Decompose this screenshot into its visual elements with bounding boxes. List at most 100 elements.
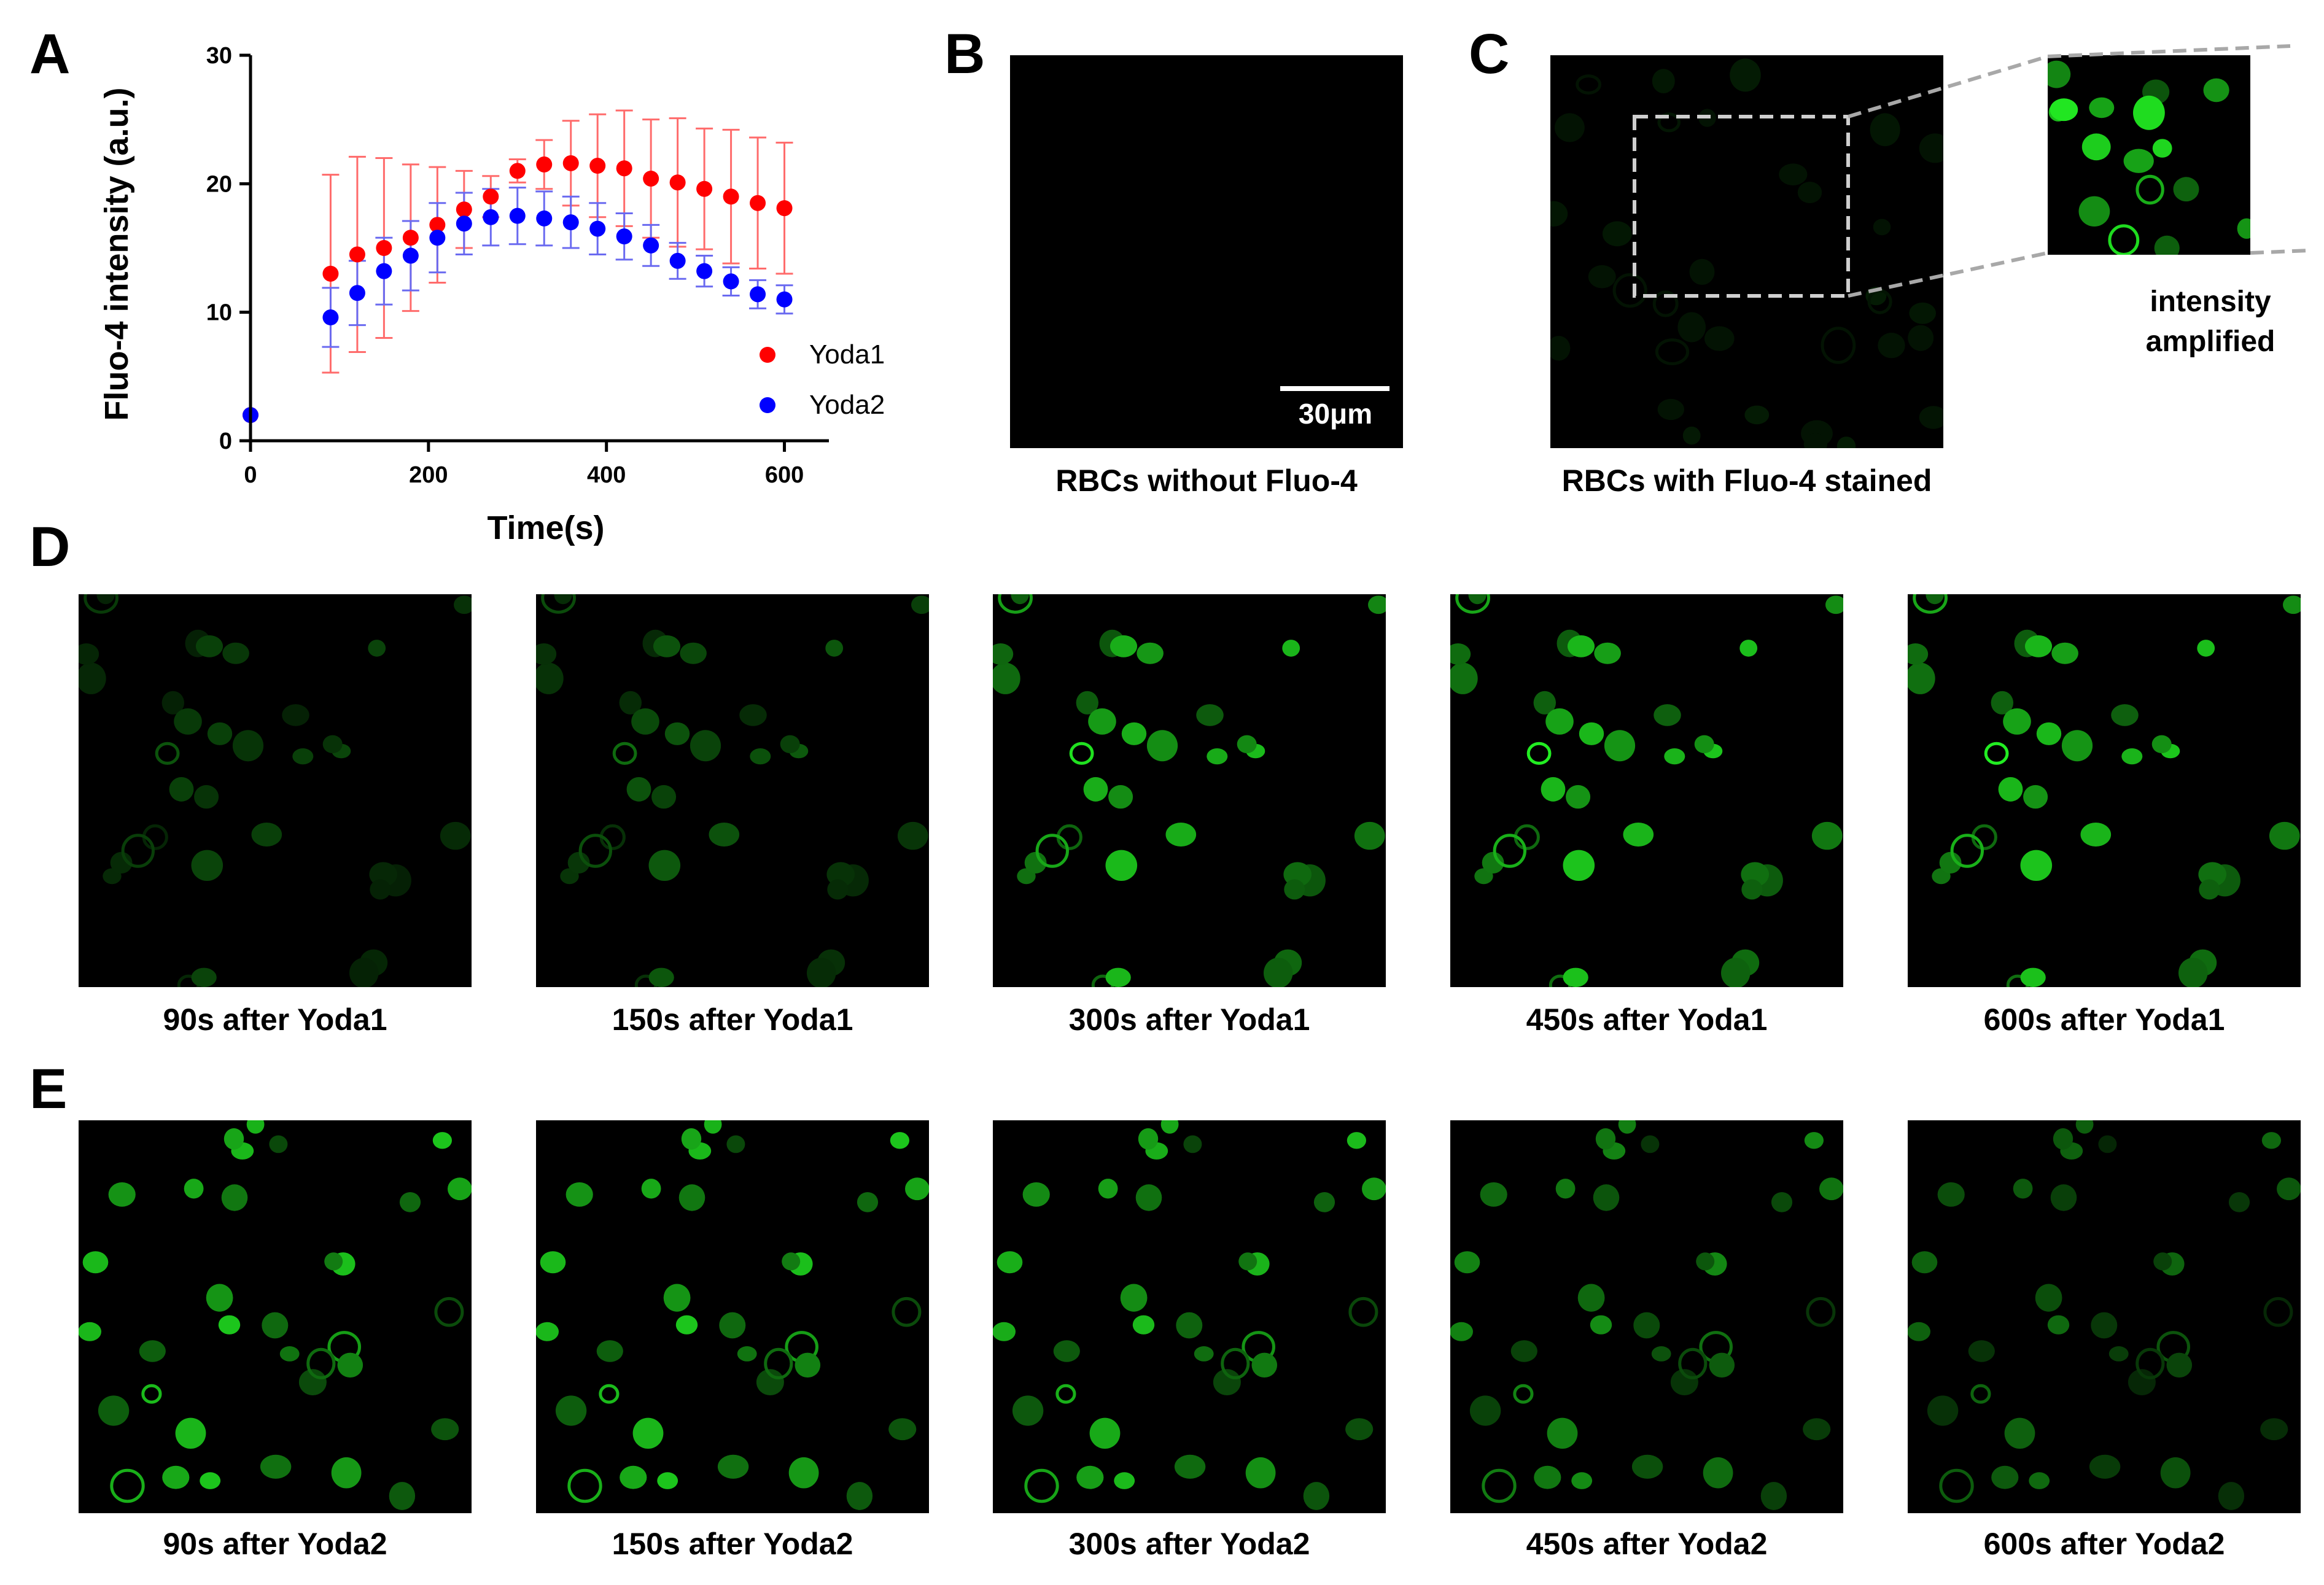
- data-point-series-2: [456, 215, 472, 232]
- data-point-series-1: [429, 217, 446, 233]
- cell: [1513, 1384, 1534, 1404]
- cell: [620, 1465, 647, 1489]
- cell: [704, 1120, 722, 1134]
- cell: [1238, 1252, 1257, 1271]
- cell: [331, 1457, 362, 1489]
- cell: [79, 662, 106, 694]
- cell: [434, 1296, 464, 1327]
- data-point-series-2: [643, 237, 659, 254]
- panel-e-caption-5: 600s after Yoda2: [1983, 1527, 2225, 1561]
- cell: [1804, 1132, 1824, 1149]
- cell: [1908, 1322, 1930, 1341]
- panel-d-image-2: [536, 594, 929, 987]
- cell: [79, 1322, 101, 1341]
- cell: [1919, 133, 1943, 163]
- cell: [1939, 1468, 1974, 1503]
- cell: [1821, 327, 1856, 364]
- cell: [1939, 851, 1962, 874]
- cell: [653, 635, 681, 657]
- panel-letter-b: B: [944, 23, 985, 85]
- cell: [1577, 1284, 1605, 1312]
- cell: [2121, 748, 2143, 765]
- inset-caption-line1: intensity: [2150, 285, 2271, 318]
- data-point-series-2: [669, 252, 686, 269]
- cell: [555, 1395, 587, 1426]
- data-point-series-2: [776, 291, 793, 308]
- cell: [764, 1347, 793, 1379]
- cell: [1682, 426, 1701, 445]
- panel-c-image: [1550, 55, 1943, 448]
- data-point-series-1: [349, 246, 365, 263]
- cell: [2133, 95, 2165, 130]
- cell: [612, 742, 637, 765]
- panel-e-image-1: [79, 1120, 472, 1513]
- cell: [788, 1457, 819, 1489]
- cell: [756, 1369, 784, 1395]
- cell: [1760, 1482, 1787, 1510]
- cell: [719, 1312, 746, 1339]
- data-point-series-2: [402, 247, 419, 264]
- cell: [2089, 97, 2115, 118]
- cell: [825, 640, 844, 657]
- cell: [1633, 1312, 1660, 1339]
- data-point-series-1: [776, 200, 793, 217]
- cell: [1450, 1322, 1473, 1341]
- data-point-series-1: [723, 188, 739, 205]
- cell: [1105, 850, 1138, 881]
- panel-c-inset: [2048, 55, 2250, 255]
- cell: [1303, 1482, 1330, 1510]
- cell: [110, 1468, 145, 1503]
- cell: [322, 735, 343, 753]
- cell: [1174, 1454, 1206, 1479]
- cell: [1455, 594, 1490, 614]
- cell: [1908, 643, 1929, 665]
- cell: [993, 643, 1014, 665]
- cell: [1593, 1184, 1620, 1211]
- cell: [1991, 1465, 2019, 1489]
- cell: [1121, 722, 1147, 745]
- cell: [1183, 1135, 1202, 1153]
- data-point-series-1: [562, 155, 579, 171]
- cell: [631, 708, 659, 735]
- cell: [262, 1312, 289, 1339]
- cell: [306, 1347, 336, 1379]
- x-tick-label: 200: [409, 462, 448, 488]
- cell: [2166, 1352, 2193, 1378]
- cell: [1541, 777, 1566, 802]
- cell: [2003, 708, 2031, 735]
- data-point-series-2: [483, 209, 499, 225]
- cell: [690, 730, 721, 762]
- cell: [1623, 823, 1654, 847]
- cell: [184, 1179, 204, 1199]
- y-tick-label: 20: [206, 171, 232, 197]
- cell: [1704, 326, 1735, 351]
- cell: [1806, 1296, 1836, 1327]
- cell: [651, 785, 677, 809]
- cell: [857, 1192, 879, 1212]
- cell: [2078, 196, 2110, 227]
- panel-e-image-4: [1450, 1120, 1843, 1513]
- cell: [1245, 1457, 1276, 1489]
- cell: [349, 958, 379, 987]
- cell: [1264, 958, 1293, 987]
- cell: [998, 594, 1033, 614]
- data-point-series-2: [322, 309, 339, 326]
- panel-d-caption-2: 150s after Yoda1: [612, 1002, 853, 1037]
- panel-d-caption-1: 90s after Yoda1: [163, 1002, 387, 1037]
- data-point-series-2: [616, 228, 632, 245]
- cell: [599, 1384, 620, 1404]
- cell: [807, 958, 836, 987]
- cell: [1088, 708, 1116, 735]
- cell: [1563, 967, 1588, 987]
- cell: [1194, 1346, 1214, 1362]
- cell: [1579, 722, 1604, 745]
- cell: [1631, 1454, 1663, 1479]
- cell: [1779, 163, 1808, 185]
- cell: [195, 635, 223, 657]
- cell: [2020, 850, 2053, 881]
- cell: [632, 1417, 664, 1449]
- cell: [324, 1252, 343, 1271]
- cell: [1545, 708, 1574, 735]
- cell: [1468, 594, 1487, 605]
- cell: [232, 730, 264, 762]
